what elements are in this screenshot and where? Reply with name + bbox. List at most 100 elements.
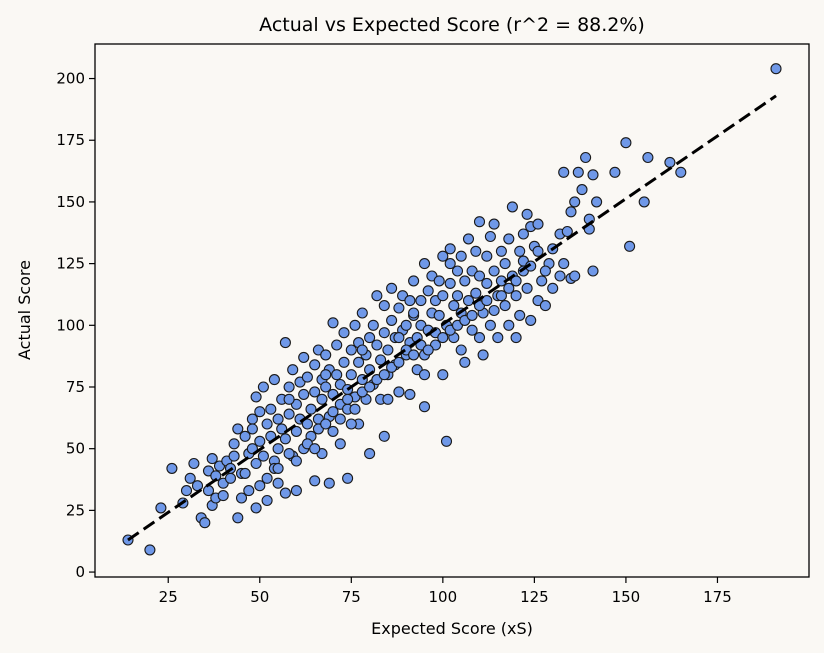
data-point	[415, 295, 427, 307]
data-point	[184, 472, 196, 484]
x-tick-label: 150	[612, 588, 641, 606]
data-point	[495, 245, 507, 257]
data-point	[250, 457, 262, 470]
data-point	[298, 388, 310, 400]
data-point	[770, 63, 782, 75]
y-tick-labels: 0 25 50 75 100 125 150 175 200	[56, 70, 85, 582]
data-point	[327, 406, 339, 418]
data-point	[261, 494, 273, 507]
data-point	[484, 319, 496, 331]
data-point	[580, 151, 592, 164]
data-point	[279, 433, 291, 445]
data-point	[199, 517, 211, 529]
data-point	[462, 295, 475, 307]
data-point	[558, 166, 570, 178]
data-point	[279, 487, 291, 499]
data-point	[510, 332, 522, 344]
data-point	[290, 455, 302, 467]
data-point	[356, 344, 368, 356]
data-point	[371, 290, 383, 302]
data-point	[261, 418, 273, 430]
data-point	[444, 258, 456, 270]
data-point	[572, 166, 584, 178]
data-point	[166, 462, 178, 474]
data-point	[254, 435, 266, 447]
data-point	[470, 245, 482, 257]
y-axis-label: Actual Score	[15, 260, 34, 360]
data-point	[664, 156, 676, 168]
x-tick-label: 175	[703, 588, 732, 606]
y-tick-label: 125	[56, 255, 85, 273]
data-point	[506, 201, 518, 213]
data-point	[462, 233, 475, 245]
data-point	[309, 443, 321, 455]
data-point	[532, 218, 544, 230]
x-tick-label: 75	[342, 588, 361, 606]
y-tick-label: 75	[66, 378, 85, 396]
data-point	[334, 413, 346, 425]
data-point	[393, 386, 405, 398]
data-point	[565, 206, 577, 218]
data-point	[561, 225, 573, 238]
data-point	[675, 166, 687, 178]
data-point	[272, 477, 284, 489]
data-point	[624, 240, 636, 252]
data-point	[309, 359, 321, 371]
data-point	[422, 285, 434, 297]
data-point	[228, 450, 240, 462]
y-tick-label: 50	[66, 440, 85, 458]
data-point	[510, 275, 522, 287]
data-point	[466, 309, 478, 321]
data-point	[521, 282, 533, 294]
data-point	[367, 319, 379, 331]
data-point	[386, 282, 398, 294]
data-point	[418, 369, 431, 381]
x-tick-labels: 25 50 75 100 125 150 175	[159, 588, 732, 606]
y-tick-label: 25	[66, 501, 85, 519]
data-point	[283, 408, 295, 420]
data-point	[536, 275, 548, 287]
data-point	[473, 332, 486, 344]
data-point	[499, 258, 511, 270]
data-point	[499, 300, 511, 312]
data-point	[473, 216, 486, 228]
data-points	[122, 63, 782, 556]
x-tick-label: 100	[429, 588, 458, 606]
data-point	[418, 258, 431, 270]
data-point	[217, 490, 229, 502]
data-point	[283, 381, 295, 393]
data-point	[320, 349, 332, 361]
data-point	[250, 502, 262, 514]
data-point	[257, 381, 269, 393]
data-point	[371, 339, 383, 351]
y-tick-label: 175	[56, 131, 85, 149]
data-point	[272, 462, 284, 474]
data-point	[250, 391, 262, 403]
data-point	[342, 472, 354, 484]
data-point	[331, 339, 343, 351]
data-point	[235, 492, 248, 504]
y-tick-label: 150	[56, 193, 85, 211]
data-point	[206, 453, 218, 465]
data-point	[144, 544, 156, 556]
data-point	[576, 184, 588, 196]
data-point	[455, 344, 467, 356]
data-point	[521, 208, 533, 220]
data-point	[342, 393, 354, 405]
data-point	[525, 314, 537, 326]
data-point	[382, 344, 394, 356]
data-point	[305, 403, 317, 415]
data-point	[272, 443, 284, 455]
data-point	[503, 233, 515, 245]
y-tick-label: 200	[56, 70, 85, 88]
data-point	[532, 245, 544, 257]
data-point	[620, 137, 632, 149]
data-point	[364, 332, 376, 344]
fit-line	[127, 94, 777, 542]
data-point	[539, 265, 551, 277]
data-point	[180, 485, 193, 497]
data-point	[422, 344, 434, 356]
data-point	[239, 430, 251, 442]
data-point	[514, 309, 526, 321]
data-point	[254, 406, 266, 418]
